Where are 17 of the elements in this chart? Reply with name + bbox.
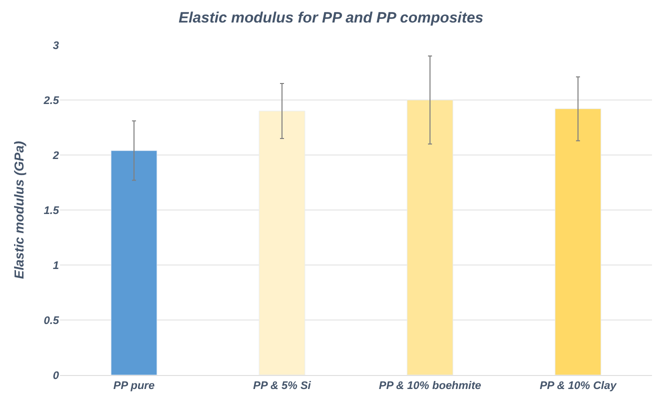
y-tick-label: 2	[52, 150, 59, 162]
bar	[110, 150, 158, 375]
y-tick-label: 1.5	[44, 204, 60, 217]
bar	[258, 110, 306, 375]
x-tick-label: PP & 10% boehmite	[378, 380, 482, 392]
x-tick-label: PP & 5% Si	[253, 380, 312, 392]
y-tick-label: 1	[52, 260, 59, 272]
chart-title: Elastic modulus for PP and PP composites	[178, 10, 484, 27]
y-tick-label: 2.5	[42, 94, 60, 107]
y-tick-label: 0	[52, 370, 60, 382]
y-axis-title: Elastic modulus (GPa)	[12, 141, 27, 279]
x-tick-label: PP & 10% Clay	[540, 380, 618, 392]
bar	[406, 100, 454, 375]
x-tick-label: PP pure	[113, 380, 155, 392]
y-tick-label: 3	[52, 40, 59, 52]
bar	[554, 108, 602, 375]
y-tick-label: 0.5	[44, 314, 60, 327]
